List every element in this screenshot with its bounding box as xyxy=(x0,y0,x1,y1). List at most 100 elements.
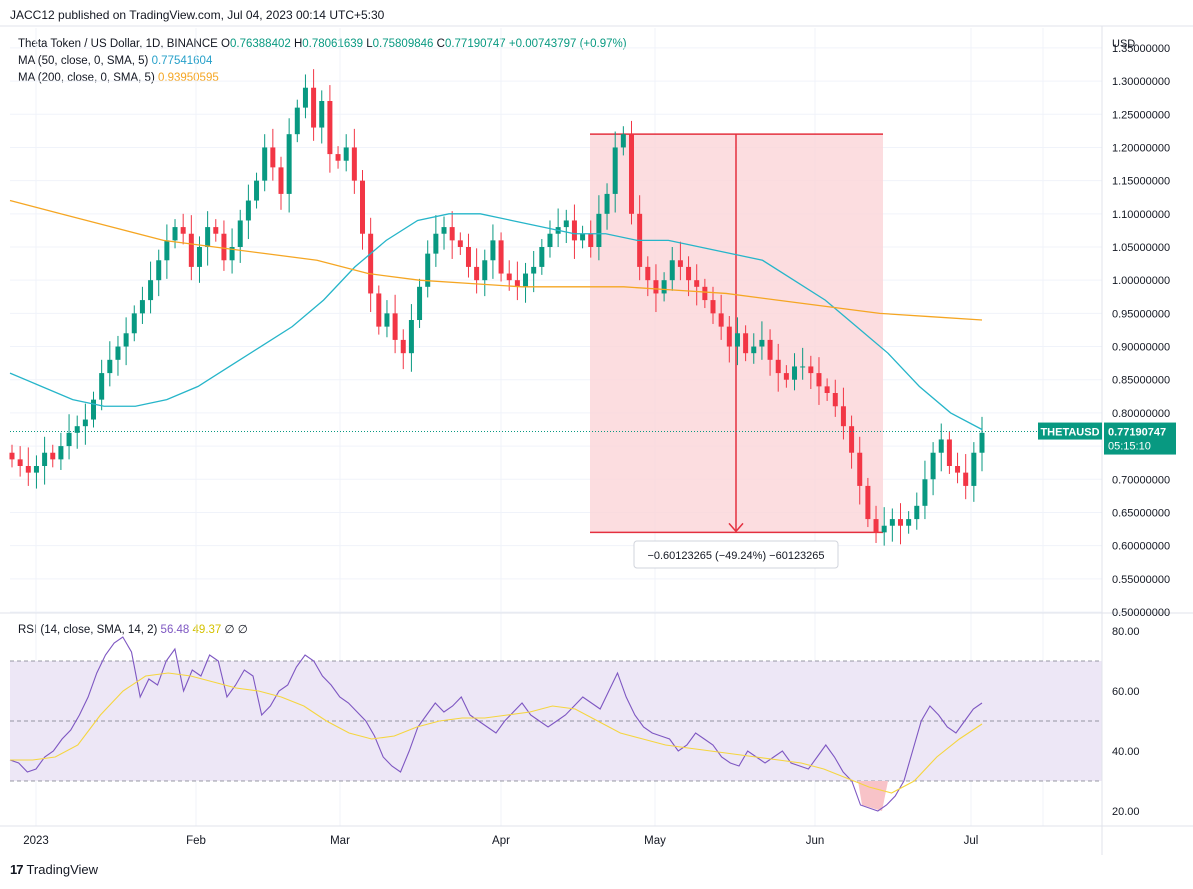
candles xyxy=(9,69,985,546)
measure-label-box xyxy=(633,540,839,569)
candle-body xyxy=(457,240,463,247)
open-value: 0.76388402 xyxy=(230,38,291,50)
published-by: JACC12 published on TradingView.com, Jul… xyxy=(10,8,385,22)
candle-body xyxy=(792,366,798,380)
candle-body xyxy=(188,233,194,267)
price-tick-label: 0.85000000 xyxy=(1112,375,1170,387)
candle-body xyxy=(800,366,806,368)
low-label: L xyxy=(366,38,373,50)
candle-body xyxy=(914,505,920,520)
candle-body xyxy=(9,452,15,460)
candle-body xyxy=(498,240,504,274)
candle-body xyxy=(384,313,390,327)
symbol-row: Theta Token / US Dollar, 1D, BINANCE O0.… xyxy=(18,36,627,53)
price-tick-label: 0.95000000 xyxy=(1112,308,1170,320)
time-tick-label: 2023 xyxy=(23,835,49,847)
price-tick-label: 0.60000000 xyxy=(1112,541,1170,553)
candle-body xyxy=(74,426,80,433)
candle-body xyxy=(294,107,300,135)
candle-body xyxy=(417,286,423,320)
candle-body xyxy=(840,406,846,427)
ma200-line xyxy=(9,199,983,321)
last-price-tag xyxy=(1104,422,1176,455)
candle-body xyxy=(343,147,349,161)
candle-body xyxy=(164,240,170,261)
measure-arrow-head xyxy=(728,522,744,533)
low-value: 0.75809846 xyxy=(372,38,434,50)
time-tick-label: Jul xyxy=(964,835,979,847)
symbol-title[interactable]: Theta Token / US Dollar, 1D, BINANCE xyxy=(18,38,218,50)
candle-body xyxy=(490,240,496,261)
rsi-pane xyxy=(9,636,1102,812)
candle-body xyxy=(327,101,333,155)
candle-body xyxy=(751,346,757,354)
candle-body xyxy=(808,366,814,374)
price-tick-label: 1.30000000 xyxy=(1112,76,1170,88)
ma50-line xyxy=(9,213,983,431)
moving-averages xyxy=(9,199,983,431)
candle-body xyxy=(514,280,520,287)
candle-body xyxy=(628,134,634,214)
candle-body xyxy=(278,167,284,194)
candle-body xyxy=(588,233,594,247)
price-tick-label: 1.25000000 xyxy=(1112,109,1170,121)
price-tick-label: 0.90000000 xyxy=(1112,342,1170,354)
candle-body xyxy=(139,300,145,314)
ma50-label: MA (50, close, 0, SMA, 5) xyxy=(18,55,149,67)
price-tick-label: 1.10000000 xyxy=(1112,209,1170,221)
high-label: H xyxy=(293,38,303,50)
price-tick-label: 1.00000000 xyxy=(1112,275,1170,287)
price-tick-label: 0.55000000 xyxy=(1112,574,1170,586)
candle-body xyxy=(718,313,724,327)
currency-label: USD xyxy=(1112,38,1135,50)
candle-body xyxy=(229,247,235,261)
high-value: 0.78061639 xyxy=(302,38,364,50)
candle-body xyxy=(465,247,471,267)
candle-body xyxy=(376,293,382,327)
footer-brand: TradingView xyxy=(26,862,99,877)
time-tick-label: Mar xyxy=(330,835,350,847)
price-tick-label: 0.70000000 xyxy=(1112,474,1170,486)
close-value: 0.77190747 xyxy=(444,38,506,50)
rsi-sma-value: 49.37 xyxy=(192,624,222,636)
candle-body xyxy=(262,147,268,181)
candle-body xyxy=(237,220,243,247)
candle-body xyxy=(205,227,211,247)
candle-body xyxy=(221,233,227,261)
price-tick-label: 0.80000000 xyxy=(1112,408,1170,420)
candle-body xyxy=(955,466,961,473)
rsi-value: 56.48 xyxy=(160,624,190,636)
time-tick-label: May xyxy=(644,835,666,847)
rsi-tick-label: 60.00 xyxy=(1112,686,1140,698)
candle-body xyxy=(302,87,308,108)
candle-body xyxy=(531,266,537,274)
candle-body xyxy=(360,180,366,234)
candle-body xyxy=(400,339,406,354)
candle-body xyxy=(563,220,569,228)
candle-body xyxy=(734,333,740,347)
candle-body xyxy=(922,479,928,506)
candle-body xyxy=(335,154,341,161)
ma50-row[interactable]: MA (50, close, 0, SMA, 5) 0.77541604 xyxy=(18,53,627,70)
candle-body xyxy=(425,253,431,287)
rsi-legend[interactable]: RSI (14, close, SMA, 14, 2) 56.48 49.37 … xyxy=(18,622,248,636)
candle-body xyxy=(743,333,749,354)
rsi-line xyxy=(9,636,983,812)
candle-body xyxy=(58,446,64,460)
measure-label: −0.60123265 (−49.24%) −60123265 xyxy=(647,550,824,562)
footer: 17 TradingView xyxy=(10,862,98,877)
candle-body xyxy=(351,147,357,181)
candle-body xyxy=(319,101,325,128)
candle-body xyxy=(286,134,292,194)
candle-body xyxy=(694,280,700,287)
rsi-sma-line xyxy=(10,672,983,794)
candle-body xyxy=(620,134,626,148)
candle-body xyxy=(311,87,317,128)
ma50-value: 0.77541604 xyxy=(151,55,213,67)
candle-body xyxy=(946,439,952,466)
candle-body xyxy=(506,273,512,281)
candle-body xyxy=(824,386,830,393)
candle-body xyxy=(523,273,529,287)
